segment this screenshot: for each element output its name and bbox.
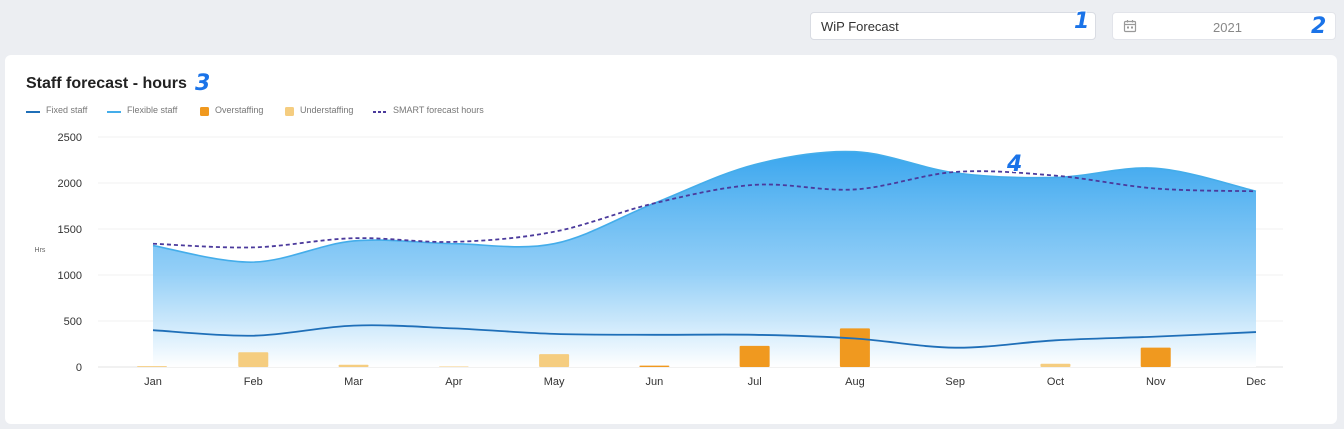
legend-swatch-fixed <box>26 111 40 113</box>
x-tick-label: May <box>544 376 565 388</box>
calendar-icon <box>1123 20 1137 33</box>
overstaffing-bar-jun <box>639 365 670 367</box>
flexible-staff-area <box>153 151 1256 367</box>
legend-swatch-smart <box>373 111 387 113</box>
flexible-staff-line <box>152 150 1257 263</box>
x-tick-label: Aug <box>845 376 865 388</box>
year-value: 2021 <box>1213 20 1242 35</box>
understaffing-bar-jan <box>137 366 167 367</box>
x-tick-label: Dec <box>1246 376 1266 388</box>
callout-4: 4 <box>1007 152 1023 177</box>
x-tick-label: Jul <box>748 376 762 388</box>
understaffing-bar-may <box>539 354 570 367</box>
x-tick-label: Nov <box>1146 376 1166 388</box>
y-axis-label: Hrs <box>35 247 46 254</box>
x-tick-label: Mar <box>344 376 363 388</box>
overstaffing-bar-jul <box>739 345 770 367</box>
understaffing-bar-oct <box>1040 363 1071 367</box>
y-tick-label: 500 <box>64 316 82 328</box>
x-tick-label: Oct <box>1047 376 1064 388</box>
y-tick-label: 0 <box>76 362 82 374</box>
legend-swatch-flexible <box>107 111 121 113</box>
overstaffing-bar-aug <box>839 328 870 367</box>
y-tick-label: 1000 <box>58 270 82 282</box>
callout-3: 3 <box>195 71 211 96</box>
y-tick-label: 2500 <box>58 132 82 144</box>
x-tick-label: Apr <box>445 376 462 388</box>
fixed-staff-line <box>152 324 1257 349</box>
x-tick-label: Feb <box>244 376 263 388</box>
understaffing-bar-mar <box>338 364 369 367</box>
wip-forecast-select[interactable]: WiP Forecast <box>810 12 1096 40</box>
x-tick-label: Jan <box>144 376 162 388</box>
wip-forecast-select-value: WiP Forecast <box>821 19 899 34</box>
x-tick-label: Sep <box>945 376 965 388</box>
callout-1: 1 <box>1074 9 1090 34</box>
smart-forecast-line <box>152 170 1257 249</box>
legend-swatch-understaffing <box>285 107 294 116</box>
y-tick-label: 1500 <box>58 224 82 236</box>
overstaffing-bar-nov <box>1140 347 1171 367</box>
y-tick-label: 2000 <box>58 178 82 190</box>
callout-2: 2 <box>1311 14 1327 39</box>
x-tick-label: Jun <box>645 376 663 388</box>
chart-title: Staff forecast - hours <box>26 75 187 92</box>
legend-swatch-overstaffing <box>200 107 209 116</box>
year-picker[interactable]: 2021 <box>1112 12 1336 40</box>
understaffing-bar-feb <box>238 352 269 367</box>
